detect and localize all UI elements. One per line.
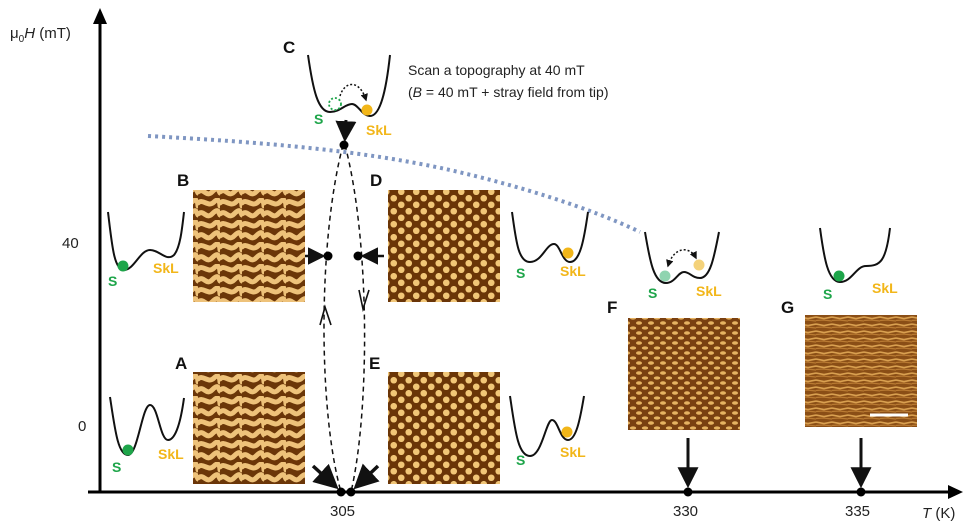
s-label-c: S — [314, 111, 323, 127]
skl-ball-e — [561, 426, 573, 438]
fluctuation-arrow-f — [666, 249, 697, 268]
transition-arrow-c — [339, 83, 368, 102]
s-ghost-c — [328, 97, 342, 111]
image-d — [388, 190, 500, 302]
y-tick-0: 0 — [78, 418, 86, 435]
energy-landscape-a: S SkL — [109, 396, 185, 475]
panel-label-d: D — [370, 171, 382, 190]
s-label-b: S — [108, 273, 117, 289]
point-mid-right — [353, 251, 363, 261]
skl-label-g: SkL — [872, 280, 898, 296]
s-label-f: S — [648, 285, 657, 301]
energy-landscape-b: S SkL — [107, 211, 185, 289]
arrow-from-c — [335, 119, 357, 143]
up-chevron — [319, 304, 332, 326]
s-ball-a — [122, 444, 134, 456]
point-mid-left — [323, 251, 333, 261]
x-axis-label: T (K) — [922, 505, 955, 522]
s-label-g: S — [823, 286, 832, 302]
skl-ball-d — [562, 247, 574, 259]
energy-landscape-d: S SkL — [511, 211, 589, 281]
scan-note-line2: (B = 40 mT + stray field from tip) — [408, 84, 609, 100]
point-top — [339, 140, 349, 150]
scan-note-line1: Scan a topography at 40 mT — [408, 62, 585, 78]
skl-label-f: SkL — [696, 283, 722, 299]
skl-ball-c — [361, 104, 373, 116]
s-label-a: S — [112, 459, 121, 475]
energy-landscape-f: S SkL — [644, 231, 722, 301]
panel-label-a: A — [175, 354, 187, 373]
s-label-e: S — [516, 452, 525, 468]
image-f — [628, 318, 740, 430]
s-ball-b — [117, 260, 129, 272]
y-axis — [93, 8, 107, 492]
energy-landscape-g: S SkL — [819, 227, 898, 302]
s-label-d: S — [516, 265, 525, 281]
panel-label-f: F — [607, 298, 617, 317]
panel-label-c: C — [283, 38, 295, 57]
skl-label-b: SkL — [153, 260, 179, 276]
point-330 — [683, 487, 693, 497]
skl-label-c: SkL — [366, 122, 392, 138]
point-bottom-left — [336, 487, 346, 497]
image-g — [805, 315, 917, 427]
arrow-to-bottom-right — [353, 463, 380, 490]
x-tick-330: 330 — [673, 503, 698, 520]
x-tick-335: 335 — [845, 503, 870, 520]
y-tick-40: 40 — [62, 235, 79, 252]
point-335 — [856, 487, 866, 497]
image-b — [193, 190, 305, 302]
skl-label-a: SkL — [158, 446, 184, 462]
s-ball-g — [833, 270, 845, 282]
skl-ball-f — [693, 259, 705, 271]
s-ball-f — [659, 270, 671, 282]
panel-label-e: E — [369, 354, 380, 373]
image-a — [193, 372, 305, 484]
x-tick-305: 305 — [330, 503, 355, 520]
energy-landscape-c: S SkL — [307, 54, 392, 138]
cycle-path-left — [323, 144, 344, 493]
arrow-to-bottom-left — [311, 463, 339, 490]
skl-label-d: SkL — [560, 263, 586, 279]
phase-boundary-curve — [147, 134, 641, 234]
panel-label-g: G — [781, 298, 794, 317]
cycle-path-right — [344, 144, 366, 493]
image-e — [388, 372, 500, 484]
point-bottom-right — [346, 487, 356, 497]
panel-label-b: B — [177, 171, 189, 190]
skl-label-e: SkL — [560, 444, 586, 460]
x-axis — [88, 485, 963, 499]
y-axis-label: μ0H (mT) — [10, 25, 71, 45]
down-chevron — [358, 289, 370, 313]
energy-landscape-e: S SkL — [509, 395, 586, 468]
